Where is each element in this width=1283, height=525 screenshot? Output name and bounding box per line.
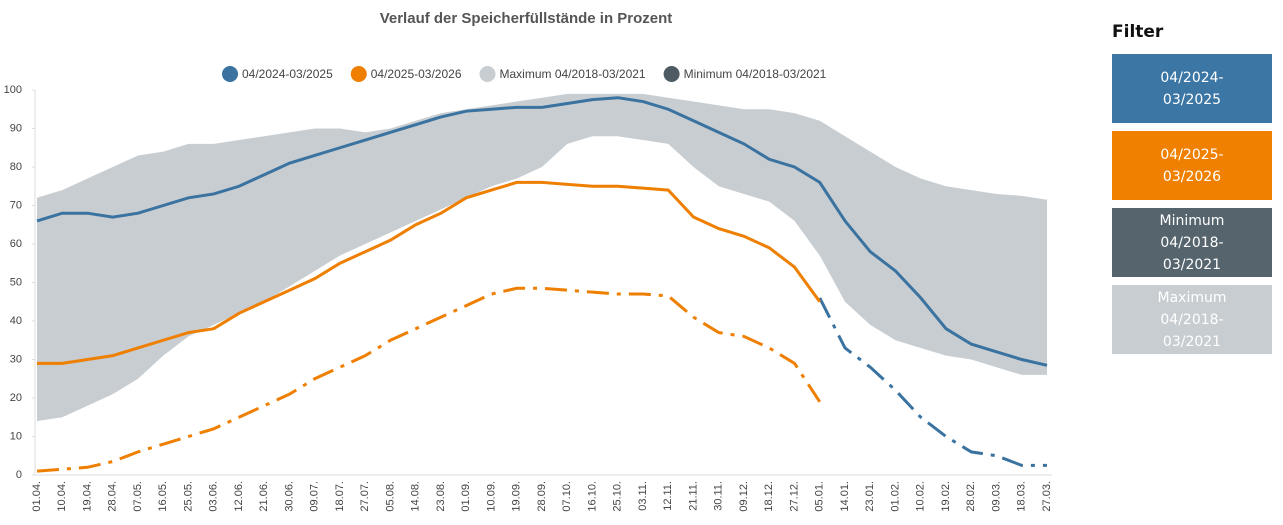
range-band xyxy=(37,93,1047,422)
filter-button[interactable]: 04/2024-03/2025 xyxy=(1112,54,1272,123)
legend-label: 04/2024-03/2025 xyxy=(242,67,333,81)
x-tick-label: 28.02. xyxy=(965,481,977,512)
x-tick-label: 16.10. xyxy=(586,481,598,512)
x-tick-label: 01.02. xyxy=(889,481,901,512)
x-tick-label: 10.02. xyxy=(915,481,927,512)
x-tick-label: 19.04. xyxy=(81,481,93,512)
y-tick-label: 30 xyxy=(10,353,22,365)
y-tick-label: 80 xyxy=(10,161,22,173)
x-tick-label: 30.06. xyxy=(283,481,295,512)
line xyxy=(37,180,821,365)
x-tick-label: 07.05. xyxy=(132,481,144,512)
x-tick-label: 10.09. xyxy=(485,481,497,512)
legend-marker xyxy=(479,66,496,82)
legend-marker xyxy=(350,66,367,82)
x-tick-label: 07.10. xyxy=(561,481,573,512)
x-tick-label: 27.12. xyxy=(788,481,800,512)
legend-marker xyxy=(663,66,680,82)
y-tick-label: 50 xyxy=(10,276,22,288)
x-tick-label: 14.08. xyxy=(410,481,422,512)
x-tick-label: 01.04. xyxy=(31,481,43,512)
chart-title: Verlauf der Speicherfüllstände in Prozen… xyxy=(380,10,673,27)
x-tick-label: 18.07. xyxy=(334,481,346,512)
x-tick-label: 23.08. xyxy=(435,481,447,512)
x-tick-label: 12.11. xyxy=(662,481,674,511)
x-tick-label: 28.04. xyxy=(107,481,119,512)
legend-label: Minimum 04/2018-03/2021 xyxy=(684,67,827,81)
x-tick-label: 19.09. xyxy=(511,481,523,512)
filter-button[interactable]: Maximum 04/2018-03/2021 xyxy=(1112,285,1272,354)
x-tick-label: 09.03. xyxy=(990,481,1002,512)
y-tick-label: 20 xyxy=(10,392,22,404)
x-tick-label: 18.03. xyxy=(1016,481,1028,512)
x-tick-label: 18.12. xyxy=(763,481,775,512)
y-tick-label: 10 xyxy=(10,430,22,442)
chart: Verlauf der Speicherfüllstände in Prozen… xyxy=(4,10,1053,512)
x-tick-label: 25.05. xyxy=(182,481,194,512)
y-tick-label: 70 xyxy=(10,199,22,211)
filter-button[interactable]: 04/2025-03/2026 xyxy=(1112,131,1272,200)
legend-label: Maximum 04/2018-03/2021 xyxy=(500,67,646,81)
legend-label: 04/2025-03/2026 xyxy=(371,67,462,81)
x-tick-label: 14.01. xyxy=(839,481,851,512)
x-tick-label: 30.11. xyxy=(713,481,725,511)
x-tick-label: 23.01. xyxy=(864,481,876,512)
legend-marker xyxy=(222,66,238,82)
x-tick-label: 03.06. xyxy=(208,481,220,512)
x-tick-label: 27.03. xyxy=(1041,481,1053,512)
x-tick-label: 05.01. xyxy=(814,481,826,512)
line xyxy=(36,96,1048,367)
x-tick-label: 05.08. xyxy=(384,481,396,512)
x-tick-label: 19.02. xyxy=(940,481,952,512)
y-tick-label: 0 xyxy=(16,469,22,481)
x-tick-label: 09.12. xyxy=(738,481,750,512)
filter-button[interactable]: Minimum 04/2018-03/2021 xyxy=(1112,208,1272,277)
x-tick-label: 01.09. xyxy=(460,481,472,512)
filter-panel: Filter 04/2024-03/2025 04/2025-03/2026 M… xyxy=(1112,22,1272,362)
x-tick-label: 03.11. xyxy=(637,481,649,511)
y-tick-label: 100 xyxy=(4,84,22,96)
line xyxy=(818,297,1047,467)
x-tick-label: 16.05. xyxy=(157,481,169,512)
x-tick-label: 28.09. xyxy=(536,481,548,512)
x-tick-label: 09.07. xyxy=(309,481,321,512)
y-tick-label: 60 xyxy=(10,238,22,250)
y-tick-label: 90 xyxy=(10,122,22,134)
x-tick-label: 25.10. xyxy=(612,481,624,512)
x-tick-label: 21.06. xyxy=(258,481,270,512)
x-tick-label: 10.04. xyxy=(56,481,68,512)
filter-title: Filter xyxy=(1112,22,1164,42)
x-tick-label: 21.11. xyxy=(687,481,699,511)
x-tick-label: 12.06. xyxy=(233,481,245,512)
y-tick-label: 40 xyxy=(10,315,22,327)
line xyxy=(36,286,822,473)
x-tick-label: 27.07. xyxy=(359,481,371,512)
